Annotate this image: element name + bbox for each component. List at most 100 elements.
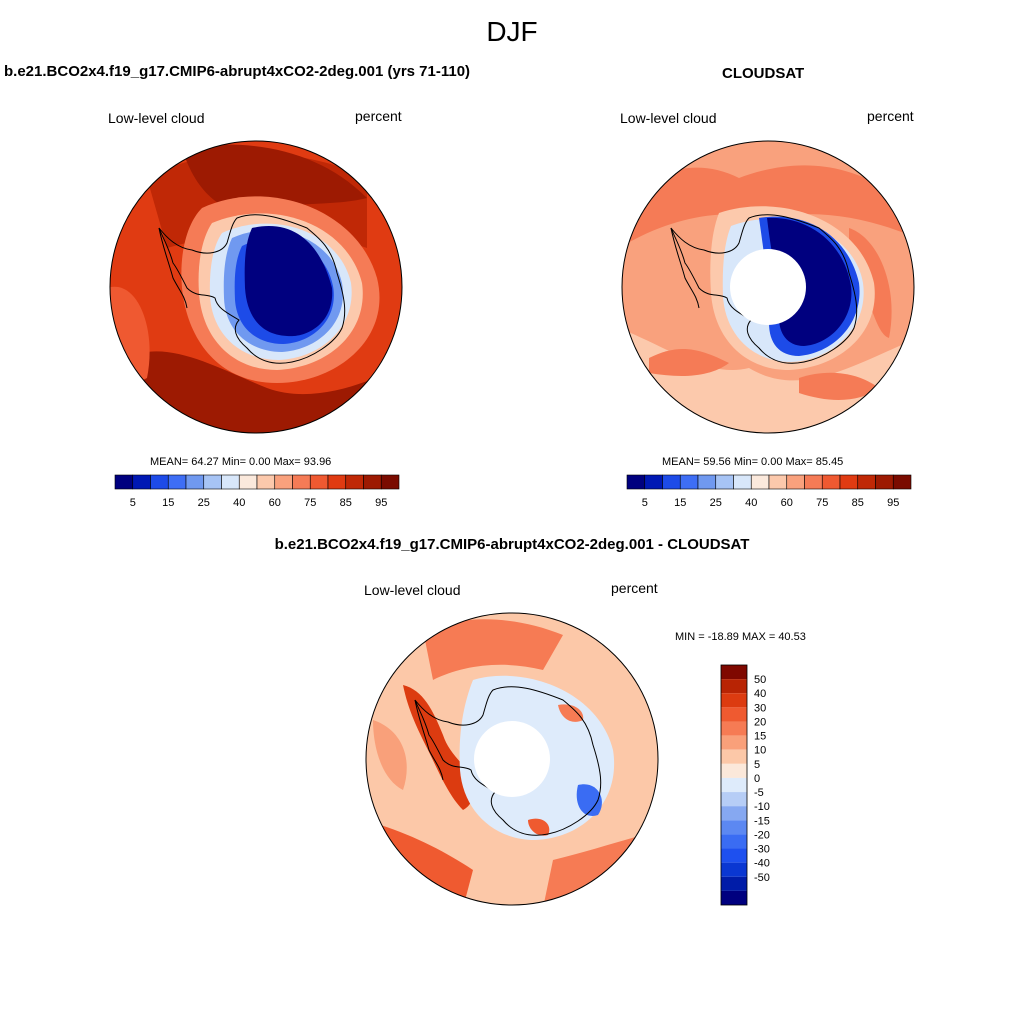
panel-diff-colorbar-tick-label: 20 — [754, 716, 766, 728]
panel-obs-colorbar-swatch — [644, 474, 663, 490]
panel-obs-variable-label: Low-level cloud — [620, 110, 717, 126]
panel-obs-colorbar-swatch — [839, 474, 859, 490]
panel-obs-colorbar-swatch — [733, 474, 752, 490]
panel-obs-colorbar-tick-label: 95 — [887, 497, 899, 509]
panel-diff-colorbar-swatch — [721, 693, 747, 708]
panel-diff-colorbar-tick-label: -10 — [754, 801, 770, 813]
panel-diff-colorbar-tick-label: 10 — [754, 745, 766, 757]
panel-model-colorbar-swatch — [309, 474, 329, 490]
panel-diff-units-label: percent — [611, 580, 658, 596]
panel-diff-colorbar-swatch — [721, 806, 747, 821]
panel-model-polar-map — [109, 140, 403, 434]
panel-diff-colorbar-swatch — [721, 721, 747, 736]
panel-obs-colorbar-swatch — [821, 474, 841, 490]
panel-obs-colorbar-swatch — [715, 474, 734, 490]
panel-diff-colorbar-tick-label: -15 — [754, 815, 770, 827]
panel-diff-colorbar-frame — [720, 664, 748, 906]
panel-diff-stats: MIN = -18.89 MAX = 40.53 — [675, 631, 806, 643]
panel-model-colorbar: 5 15 25 40 60 75 85 95 — [114, 474, 400, 509]
obs-peninsula-coastline — [670, 227, 700, 309]
panel-model-colorbar-tick-label: 60 — [269, 497, 281, 509]
panel-obs-colorbar-tick-label: 85 — [852, 497, 864, 509]
diff-continent-positive-spot — [558, 704, 584, 722]
obs-bottom-patch-2 — [799, 372, 879, 400]
panel-obs-map-border — [621, 140, 915, 434]
diff-peninsula-coastline — [414, 699, 444, 781]
panel-obs-colorbar-tick-label: 15 — [674, 497, 686, 509]
panel-obs-colorbar-labels: 5 15 25 40 60 75 85 95 — [642, 497, 900, 509]
diff-antarctica-coastline — [414, 686, 602, 836]
diff-coastal-positive-spot — [528, 818, 550, 836]
panel-diff-colorbar-tick-label: -20 — [754, 829, 770, 841]
panel-model-colorbar-swatch — [221, 474, 240, 490]
panel-diff-colorbar-tick-label: 0 — [754, 773, 760, 785]
panel-model-title: b.e21.BCO2x4.f19_g17.CMIP6-abrupt4xCO2-2… — [4, 63, 471, 80]
panel-diff-colorbar-tick-label: 30 — [754, 702, 766, 714]
panel-diff-colorbar-swatch — [721, 665, 747, 680]
panel-obs-units-label: percent — [867, 108, 914, 124]
panel-model-colorbar-tick-label: 25 — [198, 497, 210, 509]
obs-bottom-low-cloud-region — [622, 328, 914, 433]
panel-model-colorbar-swatch — [256, 474, 276, 490]
panel-model-colorbar-swatch — [203, 474, 222, 490]
panel-obs-stats: MEAN= 59.56 Min= 0.00 Max= 85.45 — [662, 456, 844, 468]
panel-diff-polar-map — [365, 612, 659, 906]
panel-diff-colorbar-swatch — [721, 876, 747, 891]
obs-pole-hole — [730, 249, 806, 325]
panel-diff-colorbar-swatch — [721, 749, 747, 764]
panel-model-colorbar-swatch — [132, 474, 151, 490]
panel-model-stats: MEAN= 64.27 Min= 0.00 Max= 93.96 — [150, 456, 332, 468]
panel-obs-colorbar-swatches — [626, 474, 912, 490]
panel-diff-colorbar-swatch — [721, 735, 747, 750]
panel-diff-colorbar-swatches — [720, 664, 748, 906]
panel-obs-contour-field — [622, 141, 914, 433]
panel-obs-colorbar-swatch — [697, 474, 717, 490]
panel-model-colorbar-swatch — [380, 474, 400, 490]
panel-model-colorbar-tick-label: 95 — [375, 497, 387, 509]
panel-diff-colorbar-tick-label: 5 — [754, 759, 760, 771]
panel-model-colorbar-tick-label: 15 — [162, 497, 174, 509]
model-antarctica-coastline — [158, 214, 346, 364]
panel-diff-colorbar-tick-label: -40 — [754, 858, 770, 870]
panel-diff-colorbar-swatch — [721, 834, 747, 849]
panel-obs-colorbar-tick-label: 40 — [745, 497, 757, 509]
panel-model-colorbar-swatch — [185, 474, 205, 490]
panel-obs-colorbar-tick-label: 25 — [710, 497, 722, 509]
panel-obs-title: CLOUDSAT — [722, 65, 805, 82]
panel-diff-colorbar-tick-label: 15 — [754, 731, 766, 743]
panel-diff-colorbar-tick-label: -30 — [754, 844, 770, 856]
panel-model-colorbar-swatch — [114, 474, 134, 490]
panel-model-map-border — [109, 140, 403, 434]
panel-obs-colorbar: 5 15 25 40 60 75 85 95 — [626, 474, 912, 509]
panel-obs-colorbar-swatch — [750, 474, 770, 490]
panel-obs-colorbar-tick-label: 75 — [816, 497, 828, 509]
obs-bottom-patch-1 — [649, 348, 729, 376]
panel-diff-contour-field — [366, 613, 658, 905]
panel-diff-colorbar-swatch — [721, 792, 747, 807]
panel-obs-colorbar-swatch — [875, 474, 894, 490]
panel-model-colorbar-tick-label: 40 — [233, 497, 245, 509]
panel-obs-colorbar-swatch — [768, 474, 788, 490]
panel-model-colorbar-swatch — [167, 474, 187, 490]
panel-model-contour-field — [110, 141, 402, 433]
panel-obs-colorbar-swatch — [804, 474, 823, 490]
panel-obs-colorbar-tick-label: 60 — [781, 497, 793, 509]
panel-model-colorbar-swatch — [345, 474, 364, 490]
panel-obs-colorbar-swatch — [662, 474, 681, 490]
panel-diff-colorbar-swatch — [721, 862, 747, 877]
diff-pole-hole — [474, 721, 550, 797]
panel-diff-variable-label: Low-level cloud — [364, 582, 461, 598]
diff-left-positive — [373, 720, 407, 790]
panel-diff-colorbar-swatch — [721, 848, 747, 863]
panel-model-colorbar-swatch — [274, 474, 293, 490]
panel-model-units-label: percent — [355, 108, 402, 124]
panel-model-colorbar-swatch — [238, 474, 258, 490]
panel-obs-colorbar-swatch — [626, 474, 646, 490]
panel-diff-colorbar-swatch — [721, 820, 747, 835]
diff-top-positive-band — [423, 619, 563, 680]
panel-obs-colorbar-tick-label: 5 — [642, 497, 648, 509]
panel-obs-colorbar-swatch — [857, 474, 876, 490]
diff-peninsula-strong-positive — [403, 685, 475, 810]
panel-diff-colorbar-tick-label: -50 — [754, 872, 770, 884]
